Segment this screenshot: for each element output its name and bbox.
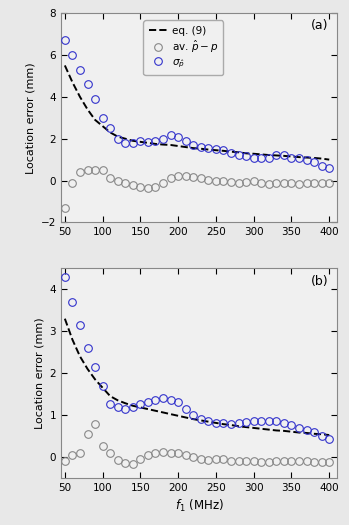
- Text: (b): (b): [311, 275, 328, 288]
- X-axis label: $f_1$ (MHz): $f_1$ (MHz): [174, 498, 223, 514]
- Y-axis label: Location error (mm): Location error (mm): [25, 62, 35, 174]
- Legend: eq. (9), av. $\hat{p}-p$, $\sigma_{\hat{p}}$: eq. (9), av. $\hat{p}-p$, $\sigma_{\hat{…: [143, 20, 223, 75]
- Text: (a): (a): [311, 19, 328, 33]
- Y-axis label: Location error (mm): Location error (mm): [34, 317, 44, 429]
